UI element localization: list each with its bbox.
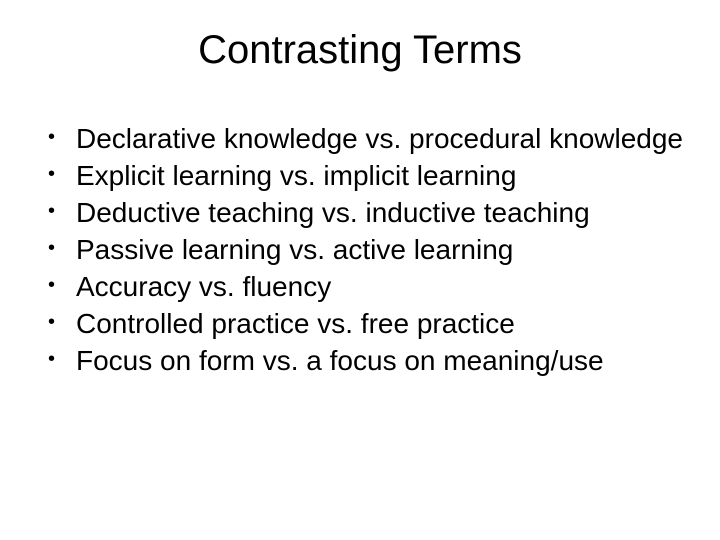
bullet-marker-icon: • bbox=[48, 158, 76, 187]
bullet-text: Explicit learning vs. implicit learning bbox=[76, 158, 684, 193]
slide-title: Contrasting Terms bbox=[36, 28, 684, 73]
bullet-marker-icon: • bbox=[48, 195, 76, 224]
bullet-marker-icon: • bbox=[48, 306, 76, 335]
bullet-text: Accuracy vs. fluency bbox=[76, 269, 684, 304]
bullet-marker-icon: • bbox=[48, 121, 76, 150]
bullet-text: Deductive teaching vs. inductive teachin… bbox=[76, 195, 684, 230]
bullet-text: Declarative knowledge vs. procedural kno… bbox=[76, 121, 684, 156]
list-item: • Focus on form vs. a focus on meaning/u… bbox=[48, 343, 684, 378]
bullet-text: Controlled practice vs. free practice bbox=[76, 306, 684, 341]
list-item: • Deductive teaching vs. inductive teach… bbox=[48, 195, 684, 230]
list-item: • Accuracy vs. fluency bbox=[48, 269, 684, 304]
list-item: • Controlled practice vs. free practice bbox=[48, 306, 684, 341]
list-item: • Declarative knowledge vs. procedural k… bbox=[48, 121, 684, 156]
bullet-text: Passive learning vs. active learning bbox=[76, 232, 684, 267]
bullet-marker-icon: • bbox=[48, 232, 76, 261]
list-item: • Explicit learning vs. implicit learnin… bbox=[48, 158, 684, 193]
bullet-list: • Declarative knowledge vs. procedural k… bbox=[36, 121, 684, 378]
list-item: • Passive learning vs. active learning bbox=[48, 232, 684, 267]
bullet-marker-icon: • bbox=[48, 343, 76, 372]
bullet-text: Focus on form vs. a focus on meaning/use bbox=[76, 343, 684, 378]
bullet-marker-icon: • bbox=[48, 269, 76, 298]
